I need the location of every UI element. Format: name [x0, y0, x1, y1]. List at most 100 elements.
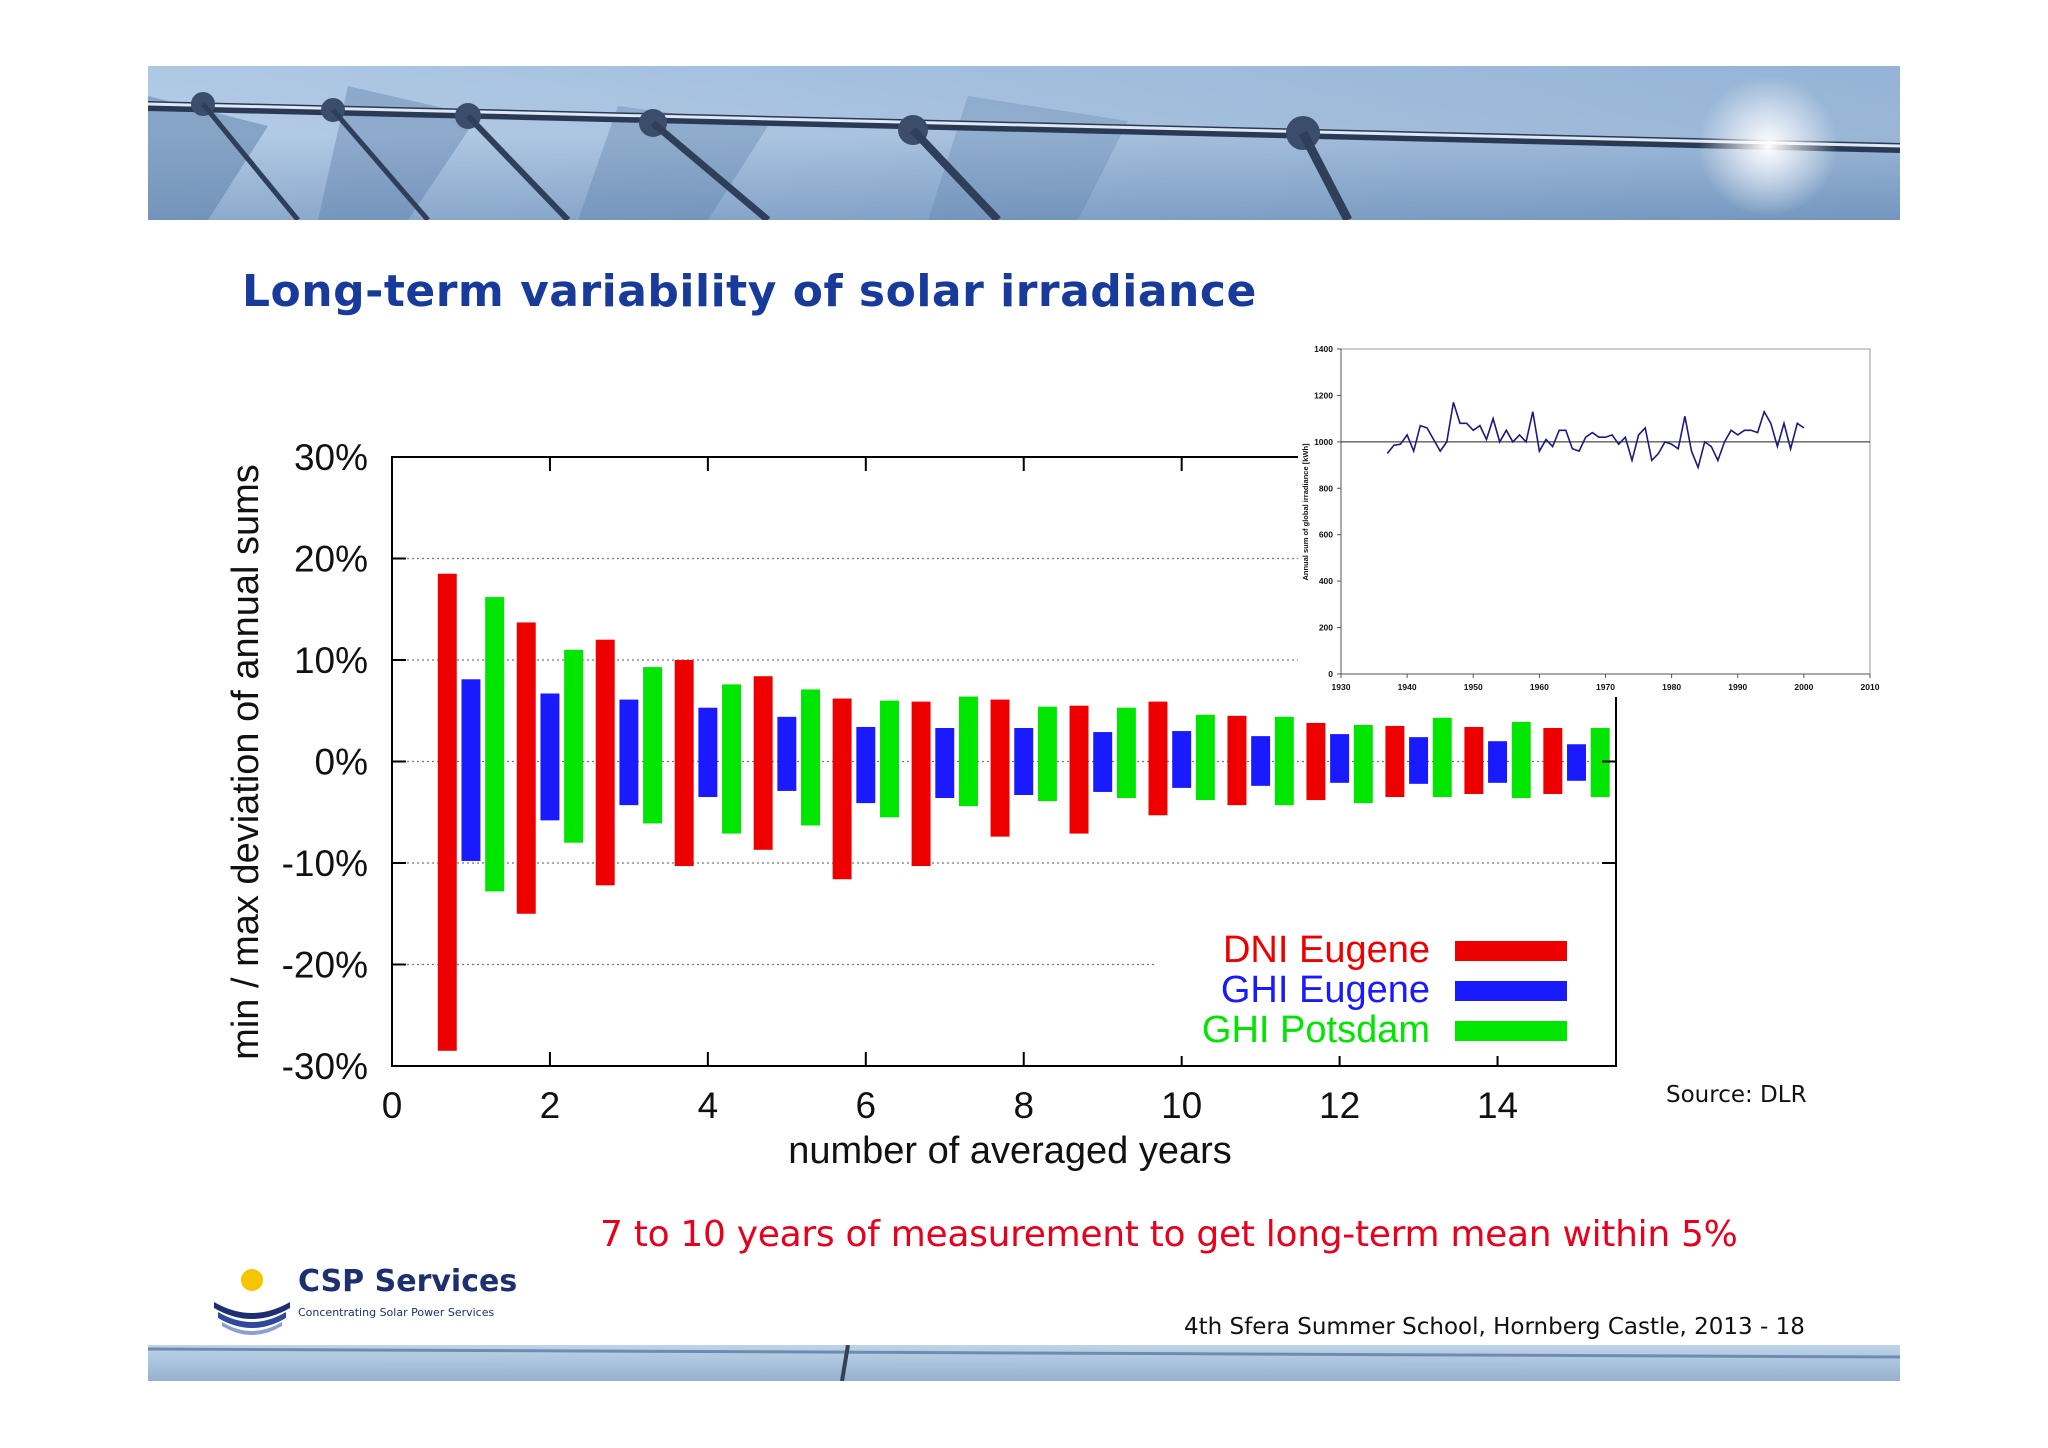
- bar-dni-eugene: [1385, 725, 1405, 798]
- inset-y-tick-label: 1000: [1314, 437, 1333, 447]
- inset-x-tick-label: 2010: [1861, 682, 1880, 692]
- y-tick-label: -20%: [282, 945, 368, 986]
- bar-ghi-potsdam: [564, 649, 584, 843]
- inset-y-tick-label: 200: [1319, 623, 1333, 633]
- bar-dni-eugene: [516, 622, 536, 914]
- bar-ghi-potsdam: [1353, 724, 1373, 804]
- x-tick-label: 8: [1013, 1085, 1034, 1126]
- inset-x-tick-label: 1970: [1596, 682, 1615, 692]
- bar-ghi-potsdam: [722, 684, 742, 834]
- x-tick-label: 2: [540, 1085, 561, 1126]
- y-tick-label: 0%: [315, 742, 368, 783]
- slide-title: Long-term variability of solar irradianc…: [242, 266, 1257, 317]
- inset-y-axis-label: Annual sum of global irradiance [kWh]: [1301, 443, 1310, 581]
- legend-swatch: [1455, 981, 1567, 1001]
- x-tick-label: 0: [382, 1085, 403, 1126]
- bar-ghi-eugene: [540, 693, 560, 821]
- bar-dni-eugene: [1148, 701, 1168, 816]
- bar-dni-eugene: [674, 660, 694, 867]
- bar-ghi-potsdam: [1511, 721, 1531, 799]
- inset-y-tick-label: 600: [1319, 530, 1333, 540]
- y-tick-label: 30%: [294, 437, 368, 478]
- inset-y-tick-label: 0: [1328, 669, 1333, 679]
- bar-ghi-eugene: [856, 726, 876, 804]
- inset-y-tick-label: 800: [1319, 483, 1333, 493]
- x-tick-label: 6: [856, 1085, 877, 1126]
- bar-dni-eugene: [1227, 715, 1247, 806]
- y-tick-label: 10%: [294, 640, 368, 681]
- y-tick-label: -30%: [282, 1046, 368, 1087]
- inset-x-tick-label: 1980: [1662, 682, 1681, 692]
- bar-ghi-potsdam: [485, 597, 505, 892]
- bar-dni-eugene: [990, 699, 1010, 837]
- bar-ghi-eugene: [1172, 731, 1192, 788]
- inset-y-tick-label: 1400: [1314, 344, 1333, 354]
- legend-swatch: [1455, 1021, 1567, 1041]
- bar-ghi-eugene: [935, 728, 955, 799]
- inset-axes: 0 200 400 600 800 1000 1200 1400 1930 1940 1950 196…: [1314, 344, 1880, 692]
- main-chart-y-tick-labels: -30% -20% -10% 0% 10% 20% 30%: [282, 437, 368, 1087]
- bar-ghi-eugene: [461, 679, 481, 861]
- bar-ghi-potsdam: [801, 689, 821, 826]
- bar-ghi-eugene: [1330, 734, 1350, 783]
- main-chart-y-axis-label: min / max deviation of annual sums: [225, 464, 267, 1060]
- bar-ghi-potsdam: [880, 700, 899, 818]
- inset-y-tick-label: 400: [1319, 576, 1333, 586]
- legend-label: GHI Potsdam: [1202, 1009, 1430, 1051]
- header-photo-banner: [148, 66, 1900, 220]
- y-tick-label: -10%: [282, 843, 368, 884]
- bar-ghi-potsdam: [1116, 707, 1136, 799]
- bar-ghi-eugene: [1409, 737, 1429, 784]
- inset-y-tick-label: 1200: [1314, 390, 1333, 400]
- legend-label: GHI Eugene: [1221, 969, 1430, 1011]
- bar-dni-eugene: [832, 698, 852, 880]
- solar-trough-illustration: [148, 66, 1900, 220]
- bar-ghi-potsdam: [643, 667, 663, 824]
- footer-banner-illustration: [148, 1345, 1900, 1381]
- bar-ghi-eugene: [1251, 736, 1271, 786]
- inset-x-tick-label: 1960: [1530, 682, 1549, 692]
- inset-x-tick-label: 1940: [1398, 682, 1417, 692]
- bar-ghi-potsdam: [1195, 714, 1215, 801]
- footer-photo-banner: [148, 1345, 1900, 1381]
- x-tick-label: 14: [1477, 1085, 1518, 1126]
- bar-dni-eugene: [1464, 726, 1484, 794]
- bar-ghi-potsdam: [1037, 706, 1057, 802]
- legend-label: DNI Eugene: [1223, 929, 1430, 971]
- bar-dni-eugene: [595, 639, 615, 886]
- bar-ghi-eugene: [1093, 732, 1113, 792]
- bar-dni-eugene: [1069, 705, 1089, 834]
- x-tick-label: 10: [1161, 1085, 1202, 1126]
- main-chart-x-axis-label: number of averaged years: [788, 1130, 1232, 1172]
- annual-irradiance-line-chart: 0 200 400 600 800 1000 1200 1400 1930 1940 1950 196…: [1298, 337, 1892, 697]
- x-tick-label: 4: [698, 1085, 719, 1126]
- logo-name: CSP Services: [298, 1264, 518, 1299]
- slide-footer: 4th Sfera Summer School, Hornberg Castle…: [1184, 1314, 1805, 1340]
- bar-ghi-potsdam: [1590, 728, 1610, 798]
- logo-tagline: Concentrating Solar Power Services: [298, 1306, 495, 1319]
- bar-dni-eugene: [1306, 722, 1326, 801]
- inset-x-tick-label: 1990: [1728, 682, 1747, 692]
- bar-ghi-eugene: [1014, 728, 1034, 795]
- inset-x-tick-label: 2000: [1794, 682, 1813, 692]
- bar-ghi-eugene: [777, 716, 797, 791]
- bar-dni-eugene: [753, 676, 773, 850]
- inset-plot-area: [1340, 348, 1871, 675]
- bar-ghi-eugene: [1488, 741, 1508, 783]
- inset-x-tick-label: 1950: [1464, 682, 1483, 692]
- bar-ghi-potsdam: [1274, 716, 1294, 806]
- bar-ghi-eugene: [619, 699, 639, 806]
- bar-dni-eugene: [911, 701, 931, 867]
- source-note: Source: DLR: [1666, 1082, 1807, 1108]
- y-tick-label: 20%: [294, 539, 368, 580]
- bar-ghi-eugene: [1567, 744, 1586, 781]
- main-chart-bars: [437, 573, 1610, 1051]
- inset-x-tick-label: 1930: [1332, 682, 1351, 692]
- bar-ghi-potsdam: [1432, 717, 1452, 798]
- x-tick-label: 12: [1319, 1085, 1360, 1126]
- bar-dni-eugene: [437, 573, 457, 1051]
- inset-irradiance-line: [1386, 402, 1805, 470]
- bar-ghi-eugene: [698, 707, 718, 798]
